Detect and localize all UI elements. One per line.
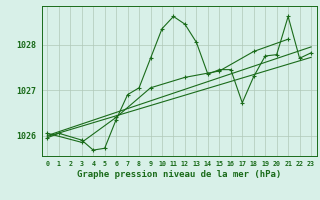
X-axis label: Graphe pression niveau de la mer (hPa): Graphe pression niveau de la mer (hPa) — [77, 170, 281, 179]
